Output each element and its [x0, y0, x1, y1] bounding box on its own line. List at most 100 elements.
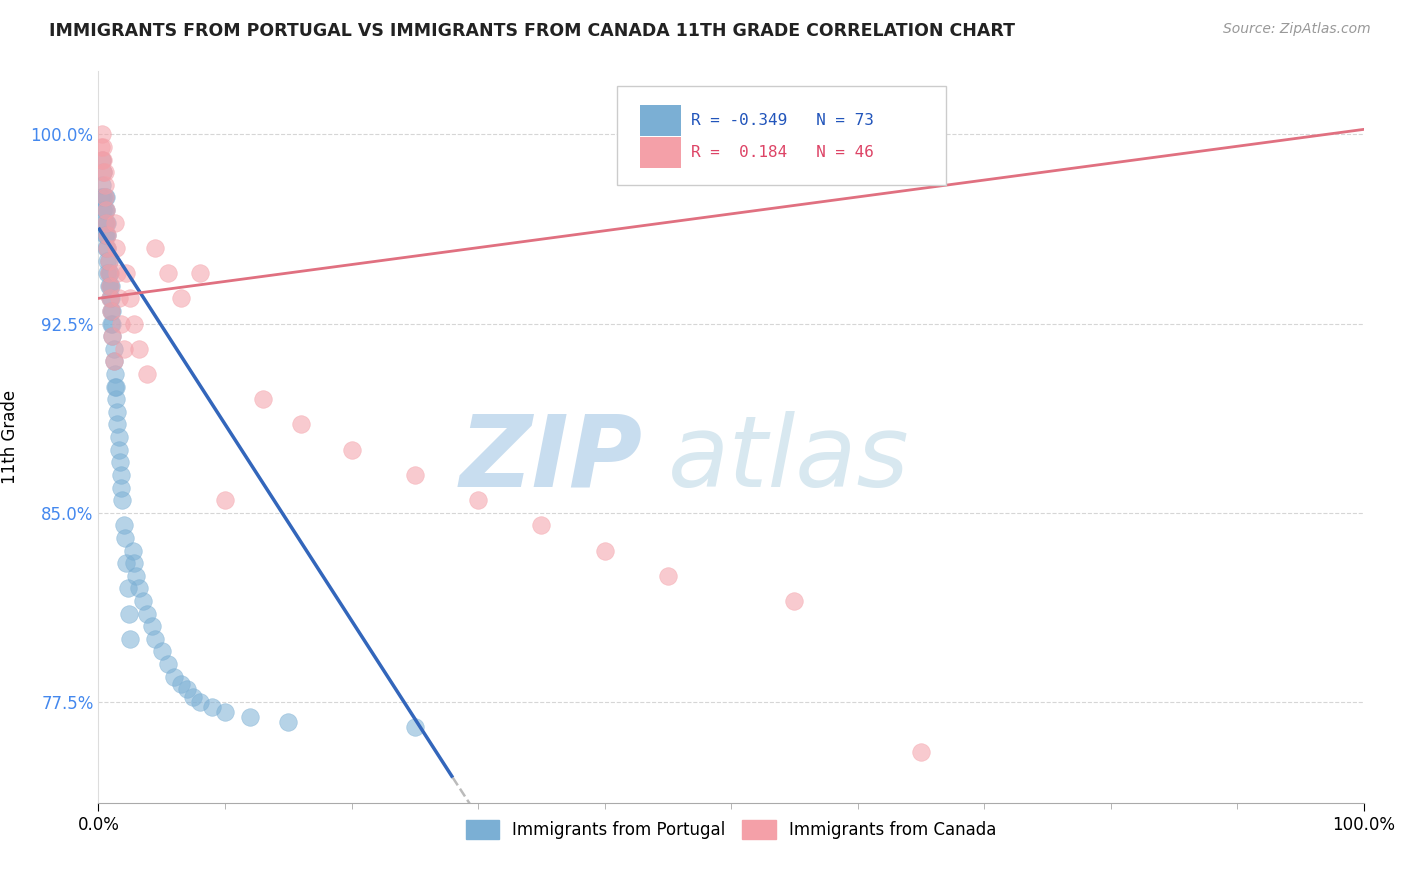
Point — [135, 607, 157, 621]
Point — [93, 203, 115, 218]
Point — [122, 317, 145, 331]
Point — [97, 266, 120, 280]
Point — [188, 695, 211, 709]
Point — [98, 266, 121, 280]
Point — [103, 354, 125, 368]
Point — [404, 467, 426, 482]
Point — [122, 556, 145, 570]
Point — [100, 317, 122, 331]
Point — [100, 304, 122, 318]
Point — [101, 304, 124, 318]
Point — [657, 569, 679, 583]
Text: R = -0.349   N = 73: R = -0.349 N = 73 — [690, 113, 873, 128]
Point — [163, 670, 186, 684]
Point — [96, 228, 118, 243]
Point — [101, 329, 124, 343]
Point — [105, 379, 128, 393]
Point — [467, 493, 489, 508]
Point — [93, 216, 117, 230]
Point — [94, 203, 117, 218]
Point — [176, 682, 198, 697]
Point — [111, 493, 134, 508]
Point — [121, 543, 143, 558]
Point — [104, 216, 127, 230]
Point — [98, 291, 121, 305]
Point — [93, 178, 117, 192]
Point — [107, 291, 129, 305]
Point — [93, 228, 117, 243]
Point — [98, 278, 121, 293]
Point — [103, 342, 125, 356]
Point — [91, 153, 114, 167]
Point — [340, 442, 363, 457]
Point — [103, 354, 125, 368]
Point — [94, 228, 117, 243]
Text: IMMIGRANTS FROM PORTUGAL VS IMMIGRANTS FROM CANADA 11TH GRADE CORRELATION CHART: IMMIGRANTS FROM PORTUGAL VS IMMIGRANTS F… — [49, 22, 1015, 40]
Point — [101, 317, 124, 331]
Point — [118, 607, 141, 621]
Point — [96, 266, 118, 280]
Point — [112, 518, 135, 533]
Point — [100, 278, 122, 293]
Point — [107, 405, 129, 419]
Point — [96, 216, 118, 230]
Point — [112, 342, 135, 356]
Point — [120, 291, 141, 305]
Point — [277, 715, 299, 730]
FancyBboxPatch shape — [640, 137, 681, 168]
Point — [97, 253, 120, 268]
Point — [101, 329, 124, 343]
Point — [97, 278, 120, 293]
Point — [530, 518, 553, 533]
Point — [93, 153, 115, 167]
Point — [117, 582, 139, 596]
Text: R =  0.184   N = 46: R = 0.184 N = 46 — [690, 145, 873, 160]
FancyBboxPatch shape — [617, 86, 946, 185]
Point — [910, 745, 932, 759]
Point — [214, 705, 236, 719]
Point — [128, 342, 150, 356]
Point — [94, 216, 117, 230]
Point — [90, 140, 112, 154]
Point — [98, 278, 121, 293]
Point — [110, 467, 132, 482]
Point — [91, 153, 114, 167]
Point — [115, 266, 138, 280]
Point — [110, 481, 132, 495]
Point — [201, 700, 224, 714]
Point — [110, 317, 132, 331]
Text: atlas: atlas — [668, 410, 910, 508]
Point — [107, 430, 129, 444]
Point — [150, 644, 173, 658]
Point — [90, 190, 112, 204]
Point — [93, 165, 115, 179]
Point — [114, 531, 136, 545]
Point — [783, 594, 806, 608]
Point — [120, 632, 141, 646]
Point — [145, 241, 166, 255]
Point — [93, 140, 115, 154]
Point — [98, 291, 121, 305]
Point — [93, 190, 115, 204]
Point — [188, 266, 211, 280]
Point — [107, 417, 129, 432]
Point — [141, 619, 163, 633]
Point — [100, 291, 122, 305]
Legend: Immigrants from Portugal, Immigrants from Canada: Immigrants from Portugal, Immigrants fro… — [460, 814, 1002, 846]
Point — [96, 241, 118, 255]
Point — [135, 367, 157, 381]
Point — [91, 178, 114, 192]
Point — [132, 594, 155, 608]
Y-axis label: 11th Grade: 11th Grade — [1, 390, 20, 484]
Point — [91, 128, 114, 142]
Text: ZIP: ZIP — [460, 410, 643, 508]
Point — [239, 710, 262, 724]
FancyBboxPatch shape — [640, 105, 681, 136]
Point — [94, 241, 117, 255]
Point — [115, 556, 138, 570]
Point — [157, 266, 180, 280]
Point — [290, 417, 312, 432]
Point — [169, 291, 191, 305]
Point — [157, 657, 180, 671]
Point — [145, 632, 166, 646]
